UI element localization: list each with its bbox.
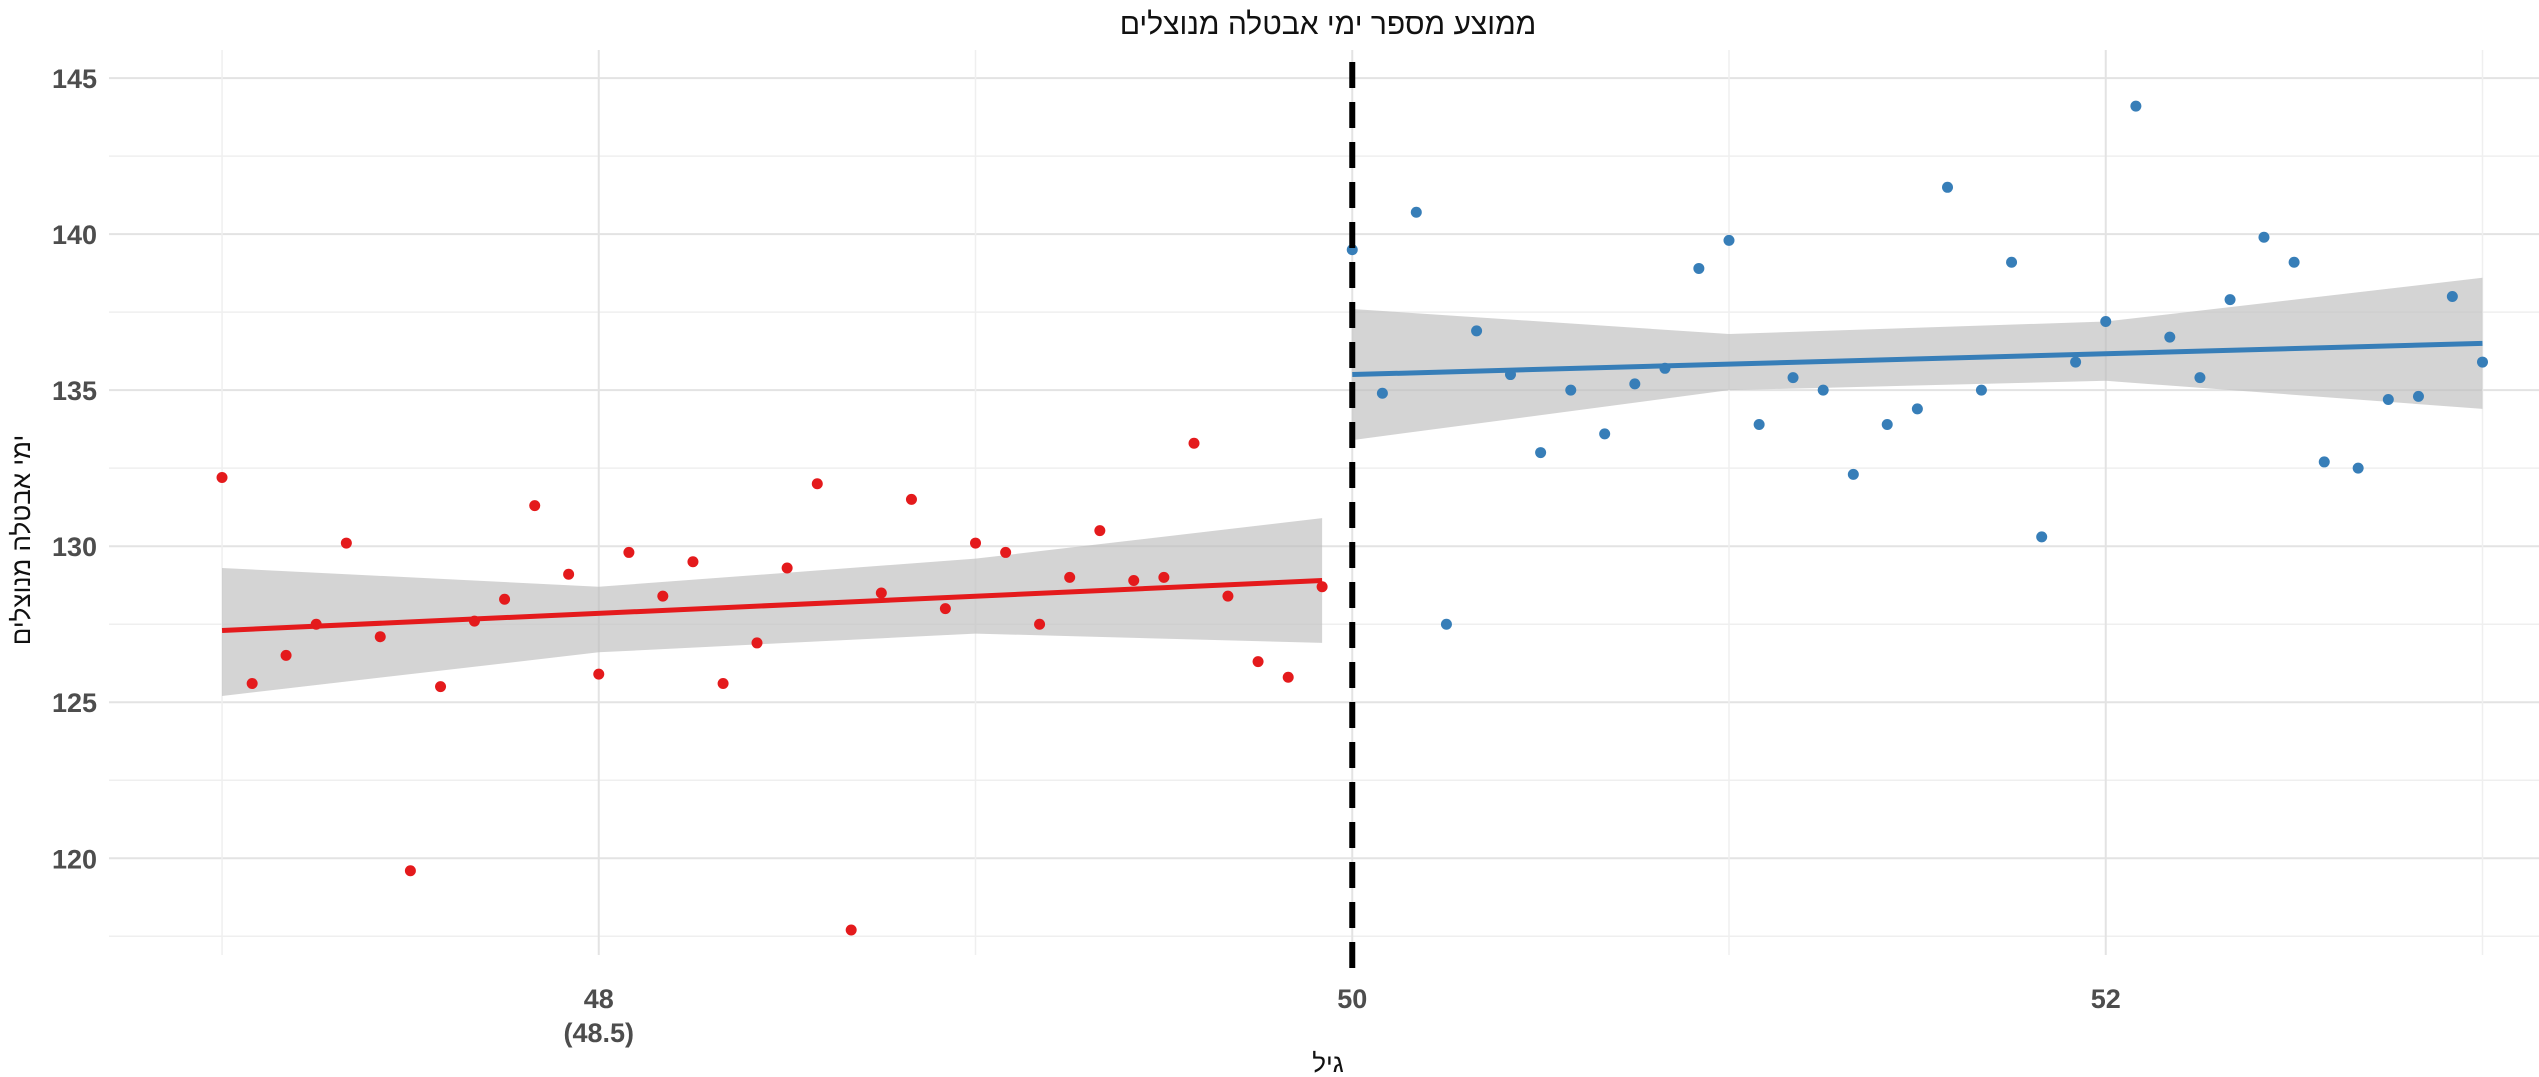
y-tick-label: 145 bbox=[52, 64, 97, 94]
data-point bbox=[1975, 384, 1987, 396]
data-point bbox=[687, 556, 699, 568]
data-point bbox=[2036, 531, 2048, 543]
data-point bbox=[1629, 378, 1641, 390]
data-point bbox=[1158, 571, 1170, 583]
fit-line-2 bbox=[1352, 340, 2483, 378]
data-point bbox=[1817, 384, 1829, 396]
data-point bbox=[593, 668, 605, 680]
y-tick-label: 130 bbox=[52, 532, 97, 562]
data-point bbox=[1410, 206, 1422, 218]
data-point bbox=[2318, 456, 2330, 468]
data-point bbox=[374, 631, 386, 643]
data-point bbox=[563, 568, 575, 580]
data-point bbox=[1376, 387, 1388, 399]
data-point bbox=[939, 603, 951, 615]
data-point bbox=[1847, 468, 1859, 480]
data-point bbox=[1000, 546, 1012, 558]
data-point bbox=[1911, 403, 1923, 415]
data-point bbox=[2412, 390, 2424, 402]
data-point bbox=[1753, 418, 1765, 430]
data-point bbox=[1316, 581, 1328, 593]
data-point bbox=[1565, 384, 1577, 396]
data-point bbox=[1440, 618, 1452, 630]
data-point bbox=[875, 587, 887, 599]
data-point bbox=[2194, 372, 2206, 384]
fit-line-1 bbox=[221, 578, 1323, 633]
fit-lines bbox=[221, 340, 2483, 633]
data-point bbox=[2224, 294, 2236, 306]
y-axis-label: ימי אבטלה מנוצלים bbox=[6, 435, 36, 645]
data-point bbox=[1188, 437, 1200, 449]
data-point bbox=[781, 562, 793, 574]
data-point bbox=[970, 537, 982, 549]
data-point bbox=[845, 924, 857, 936]
data-point bbox=[717, 678, 729, 689]
data-point bbox=[1535, 447, 1547, 459]
data-point bbox=[404, 865, 416, 877]
data-point bbox=[529, 500, 541, 512]
data-point bbox=[2100, 316, 2112, 327]
y-tick-label: 125 bbox=[52, 688, 97, 718]
x-tick-label: 48 bbox=[584, 984, 614, 1014]
y-tick-label: 135 bbox=[52, 376, 97, 406]
data-point bbox=[2288, 256, 2300, 268]
data-point bbox=[2070, 356, 2082, 368]
data-point bbox=[1064, 571, 1076, 583]
x-tick-label: 52 bbox=[2091, 984, 2121, 1014]
data-point bbox=[657, 590, 669, 602]
grid-lines bbox=[109, 50, 2539, 955]
data-point bbox=[2352, 462, 2364, 474]
data-point bbox=[1471, 325, 1483, 337]
data-point bbox=[1787, 372, 1799, 384]
x-tick-sublabel: (48.5) bbox=[563, 1018, 634, 1048]
data-point bbox=[2130, 100, 2142, 112]
data-point bbox=[2476, 356, 2488, 368]
data-point bbox=[1222, 590, 1234, 602]
data-point bbox=[623, 546, 635, 558]
data-point bbox=[1094, 525, 1106, 537]
data-point bbox=[1599, 428, 1611, 440]
data-point bbox=[1034, 618, 1046, 630]
data-point bbox=[751, 637, 763, 649]
data-point bbox=[1693, 262, 1705, 274]
data-point bbox=[2258, 231, 2270, 243]
data-point bbox=[216, 472, 228, 484]
data-point bbox=[435, 681, 447, 693]
tick-labels: 120 125 130 135 140 145 48 (48.5) 50 52 bbox=[52, 64, 2121, 1048]
data-point bbox=[246, 678, 258, 689]
data-point bbox=[811, 478, 823, 490]
data-point bbox=[1881, 418, 1893, 430]
data-point bbox=[499, 593, 511, 605]
y-tick-label: 120 bbox=[52, 844, 97, 874]
data-point bbox=[1128, 575, 1140, 587]
data-point bbox=[2382, 394, 2394, 406]
data-point bbox=[2446, 291, 2458, 303]
data-point bbox=[1723, 234, 1735, 246]
data-point bbox=[2164, 331, 2176, 343]
data-point bbox=[1282, 671, 1294, 683]
data-point bbox=[280, 649, 292, 661]
y-tick-label: 140 bbox=[52, 220, 97, 250]
data-point bbox=[905, 493, 917, 505]
data-point bbox=[340, 537, 352, 549]
x-axis-label: גיל bbox=[1312, 1048, 1344, 1077]
data-point bbox=[1942, 181, 1954, 193]
data-point bbox=[1252, 656, 1264, 668]
x-tick-label: 50 bbox=[1337, 984, 1367, 1014]
chart-title: ממוצע מספר ימי אבטלה מנוצלים bbox=[1120, 8, 1537, 41]
data-points bbox=[216, 100, 2488, 936]
data-point bbox=[2006, 256, 2018, 268]
